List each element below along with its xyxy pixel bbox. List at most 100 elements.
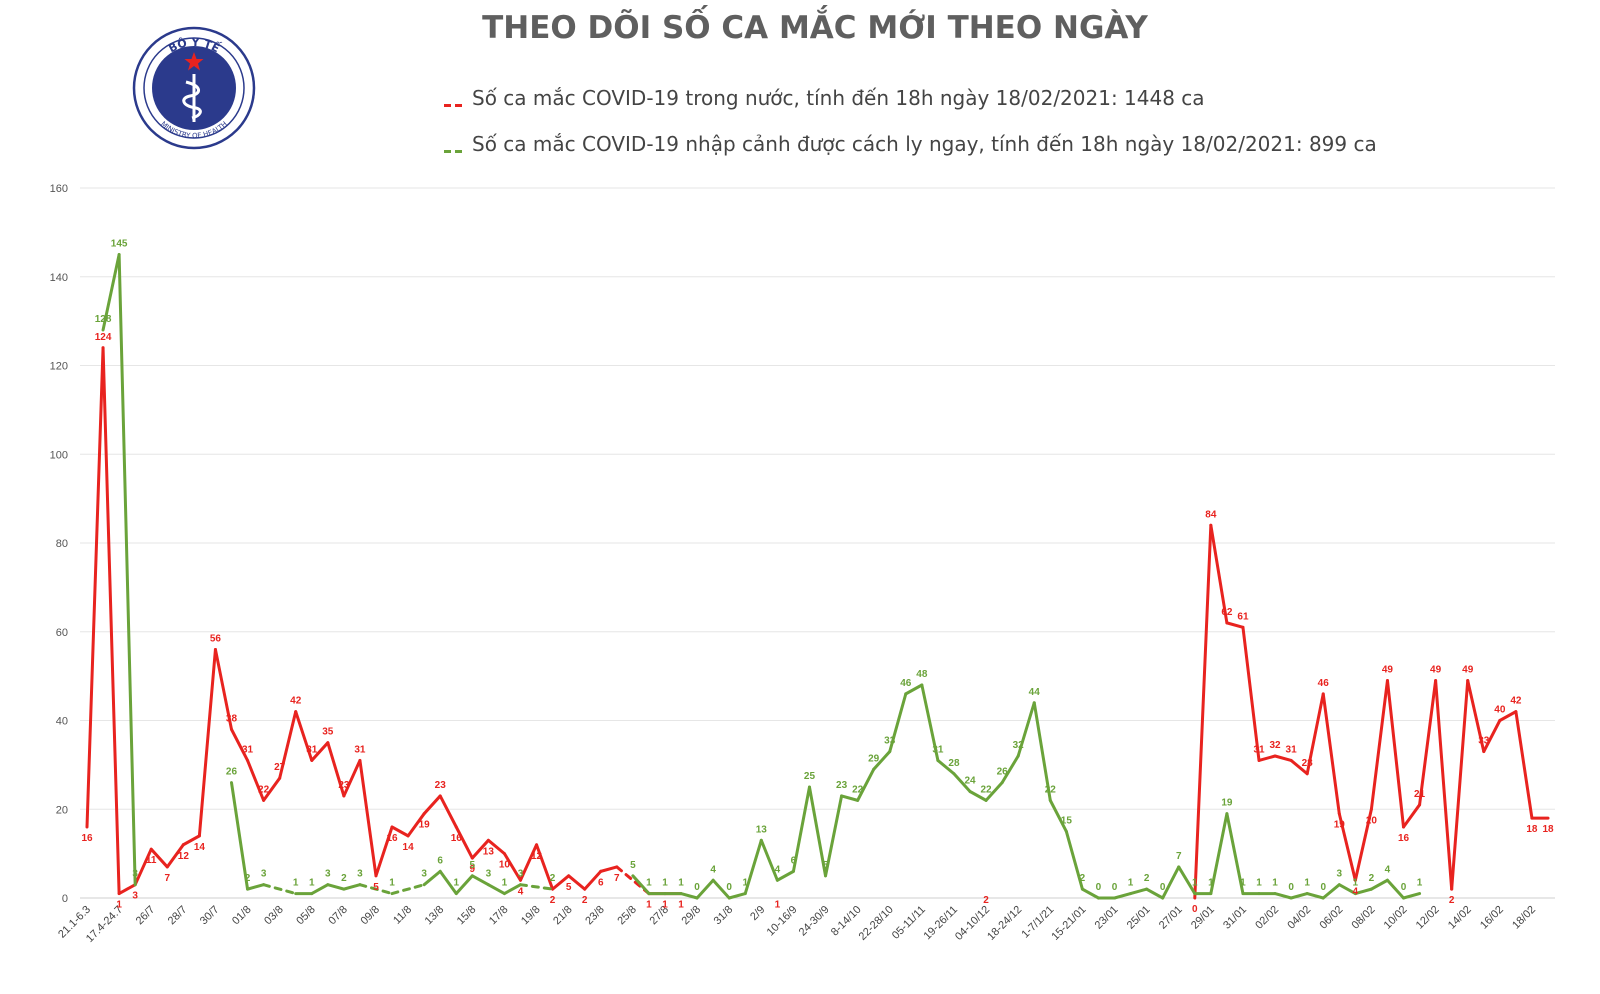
data-label: 1	[309, 878, 315, 889]
series-0-segment	[197, 648, 217, 838]
series-0-segment	[1321, 692, 1341, 816]
y-tick-label: 20	[56, 804, 68, 816]
series-1-segment	[262, 883, 298, 896]
data-label: 1	[1256, 878, 1262, 889]
ministry-of-health-logo: BỘ Y TẾ MINISTRY OF HEALTH	[132, 26, 256, 150]
data-label: 61	[1237, 611, 1249, 622]
data-label: 27	[274, 762, 286, 773]
data-label: 3	[1337, 869, 1343, 880]
series-1-segment	[1129, 887, 1149, 896]
x-tick-label: 31/01	[1221, 904, 1249, 932]
legend-imported-swatch	[444, 134, 466, 158]
data-label: 3	[132, 869, 138, 880]
data-label: 35	[322, 727, 334, 738]
data-labels: 1612413117121456383122274231352331516141…	[81, 239, 1554, 915]
series-1-segment	[968, 790, 988, 802]
y-tick-label: 160	[50, 183, 68, 195]
series-1-segment	[101, 253, 121, 332]
series-1-segment	[920, 683, 940, 762]
series-0-segment	[422, 794, 442, 816]
data-label: 26	[997, 767, 1009, 778]
series-0-segment	[599, 865, 619, 873]
data-label: 2	[550, 895, 556, 906]
data-label: 32	[1270, 740, 1282, 751]
data-label: 22	[1045, 784, 1057, 795]
series-0-segment	[1514, 710, 1534, 820]
series-0-segment	[1434, 679, 1454, 891]
data-label: 31	[932, 744, 944, 755]
data-label: 1	[1304, 878, 1310, 889]
data-label: 2	[550, 873, 556, 884]
data-label: 31	[1286, 744, 1298, 755]
data-label: 18	[1526, 824, 1538, 835]
data-label: 4	[518, 886, 524, 897]
data-label: 42	[1510, 696, 1522, 707]
x-axis-ticks: 21.1-6.317.4-24.7 26/7 28/7 30/7 01/8 03/8 05/…	[56, 904, 1538, 945]
data-label: 1	[646, 878, 652, 889]
x-tick-label: 30/7	[198, 904, 222, 928]
data-label: 16	[386, 833, 398, 844]
data-label: 16	[81, 833, 93, 844]
data-label: 48	[916, 669, 928, 680]
series-0-segment	[1209, 523, 1229, 625]
data-label: 13	[483, 846, 495, 857]
data-label: 42	[290, 696, 302, 707]
data-label: 15	[1061, 815, 1073, 826]
series-0-segment	[1337, 812, 1357, 882]
data-label: 0	[1112, 882, 1118, 893]
data-label: 3	[518, 869, 524, 880]
data-label: 11	[146, 855, 157, 866]
series-0-segment	[262, 776, 282, 802]
data-label: 1	[662, 878, 668, 889]
series-1-segment	[840, 794, 860, 802]
y-tick-label: 60	[56, 627, 68, 639]
series-1-segment	[872, 750, 892, 771]
x-tick-label: 04/02	[1285, 904, 1313, 932]
data-label: 128	[95, 314, 112, 325]
data-label: 23	[435, 780, 447, 791]
data-label: 2	[1369, 873, 1375, 884]
data-label: 12	[531, 851, 543, 862]
series-1-segment	[486, 883, 506, 896]
data-label: 1	[1353, 878, 1359, 889]
data-label: 6	[598, 877, 604, 888]
data-label: 21	[1414, 789, 1426, 800]
data-label: 1	[453, 878, 459, 889]
data-label: 1	[775, 900, 781, 911]
data-label: 12	[178, 851, 190, 862]
series-1-segment	[1289, 892, 1309, 900]
data-label: 33	[884, 736, 896, 747]
data-label: 124	[95, 332, 112, 343]
series-0-segment	[1353, 807, 1373, 882]
series-1-segment	[1048, 798, 1068, 833]
series-0-segment	[535, 843, 555, 891]
x-tick-label: 15/8	[455, 904, 479, 928]
series-0-segment	[133, 847, 153, 887]
data-label: 14	[194, 842, 206, 853]
data-label: 2	[1144, 873, 1150, 884]
series-0-segment	[1193, 523, 1213, 900]
series-0-segment	[213, 648, 233, 731]
series-1-segment	[807, 785, 828, 878]
series-1-segment	[727, 892, 747, 900]
series-0-segment	[1289, 758, 1309, 776]
series-1-segment	[856, 767, 876, 802]
series-0-segment	[374, 825, 394, 878]
data-label: 0	[1288, 882, 1294, 893]
series-0-segment	[1225, 621, 1245, 629]
data-label: 6	[437, 855, 443, 866]
series-0-segment	[342, 758, 362, 798]
series-0-segment	[1305, 692, 1325, 776]
series-1-segment	[229, 781, 250, 891]
series-0-segment	[518, 843, 539, 882]
x-tick-label: 06/02	[1317, 904, 1345, 932]
series-0-segment	[229, 727, 250, 762]
data-label: 1	[678, 900, 684, 911]
series-1-segment	[1305, 892, 1325, 900]
series-1-segment	[502, 883, 522, 896]
series-1-segment	[390, 883, 426, 896]
data-label: 44	[1029, 687, 1041, 698]
series-0-segment	[294, 710, 314, 762]
x-tick-label: 24-30/9	[797, 904, 832, 939]
